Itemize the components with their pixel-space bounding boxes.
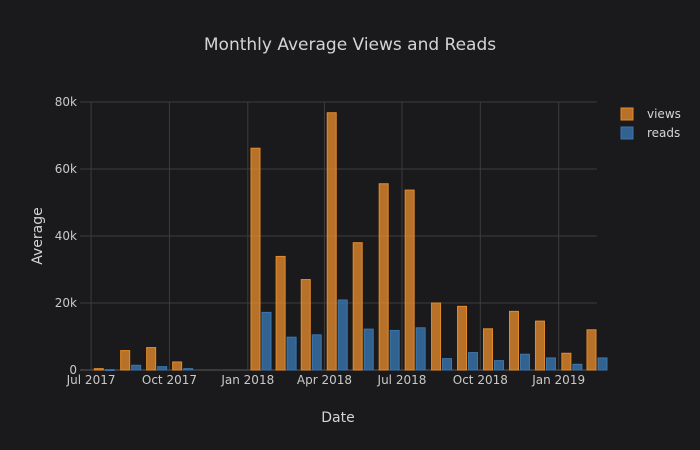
bar-reads[interactable] [131, 364, 142, 371]
bar-reads[interactable] [286, 336, 297, 371]
bar-views[interactable] [586, 329, 597, 371]
y-tick-label: 0 [69, 363, 77, 377]
axis-layer: 0 20k 40k 60k 80k Jul 2017 Oct 2017 Jan 2018 Apr… [55, 95, 585, 387]
y-tick-label: 80k [55, 95, 77, 109]
bar-views[interactable] [378, 183, 389, 371]
y-tick-label: 20k [55, 296, 77, 310]
x-tick-label: Jan 2019 [531, 373, 585, 387]
x-tick-label: Oct 2018 [453, 373, 508, 387]
legend: views reads [620, 107, 681, 140]
bar-views[interactable] [431, 302, 442, 371]
bar-reads[interactable] [597, 357, 608, 371]
legend-swatch-reads[interactable] [620, 126, 634, 140]
bar-reads[interactable] [311, 334, 322, 371]
grid-layer [80, 101, 597, 371]
x-tick-label: Apr 2018 [297, 373, 352, 387]
bar-reads[interactable] [519, 353, 530, 371]
bar-views[interactable] [93, 368, 104, 371]
bar-views[interactable] [483, 328, 494, 371]
bar-views[interactable] [326, 112, 337, 371]
bar-reads[interactable] [183, 368, 194, 371]
bar-views[interactable] [508, 310, 519, 371]
bar-views[interactable] [561, 352, 572, 371]
x-tick-label: Jan 2018 [220, 373, 274, 387]
x-tick-label: Oct 2017 [142, 373, 197, 387]
bar-reads[interactable] [157, 366, 168, 371]
bar-reads[interactable] [389, 329, 400, 371]
bar-views[interactable] [250, 147, 261, 371]
chart-title: Monthly Average Views and Reads [204, 35, 496, 55]
bar-views[interactable] [404, 189, 415, 371]
bar-reads[interactable] [337, 299, 348, 371]
bar-views[interactable] [146, 347, 157, 371]
bar-views[interactable] [120, 350, 131, 371]
bar-views[interactable] [457, 305, 468, 371]
x-tick-label: Jul 2017 [66, 373, 116, 387]
bar-views[interactable] [275, 255, 286, 371]
bar-reads[interactable] [261, 311, 272, 371]
bar-reads[interactable] [468, 352, 479, 371]
bar-reads[interactable] [363, 328, 374, 371]
bar-reads[interactable] [545, 357, 556, 371]
bar-views[interactable] [300, 279, 311, 371]
bar-views[interactable] [534, 320, 545, 371]
y-tick-label: 40k [55, 229, 77, 243]
legend-label-reads[interactable]: reads [647, 126, 680, 140]
legend-label-views[interactable]: views [647, 107, 681, 121]
legend-swatch-views[interactable] [620, 107, 634, 121]
bar-views[interactable] [172, 361, 183, 371]
y-tick-label: 60k [55, 162, 77, 176]
bar-reads[interactable] [442, 358, 453, 371]
bar-reads[interactable] [494, 360, 505, 371]
x-axis-title: Date [321, 410, 354, 426]
bar-views[interactable] [352, 242, 363, 371]
bar-layer [93, 112, 608, 371]
bar-reads[interactable] [104, 369, 115, 371]
bar-reads[interactable] [415, 327, 426, 371]
y-axis-title: Average [30, 207, 46, 265]
bar-reads[interactable] [572, 363, 583, 371]
x-tick-label: Jul 2018 [377, 373, 427, 387]
